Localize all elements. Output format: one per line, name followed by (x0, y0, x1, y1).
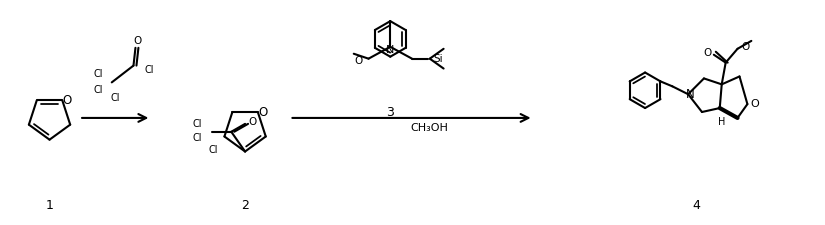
Text: Cl: Cl (93, 85, 102, 95)
Text: Cl: Cl (209, 144, 219, 155)
Text: Cl: Cl (193, 133, 202, 143)
Text: O: O (742, 42, 750, 52)
Text: Cl: Cl (111, 93, 120, 103)
Text: 3: 3 (386, 106, 394, 119)
Text: N: N (686, 88, 695, 101)
Text: 2: 2 (241, 199, 249, 212)
Text: Si: Si (434, 54, 443, 64)
Text: O: O (704, 48, 712, 58)
Text: 4: 4 (692, 199, 700, 212)
Text: N: N (386, 45, 394, 55)
Text: Cl: Cl (144, 65, 154, 74)
Text: O: O (63, 94, 72, 107)
Text: O: O (750, 99, 759, 109)
Text: Cl: Cl (193, 119, 202, 129)
Text: Cl: Cl (93, 70, 102, 79)
Text: H: H (718, 117, 725, 127)
Text: O: O (258, 106, 267, 119)
Text: O: O (134, 36, 142, 46)
Text: O: O (248, 117, 256, 127)
Text: O: O (355, 56, 363, 66)
Text: 1: 1 (45, 199, 54, 212)
Text: CH₃OH: CH₃OH (411, 123, 449, 133)
